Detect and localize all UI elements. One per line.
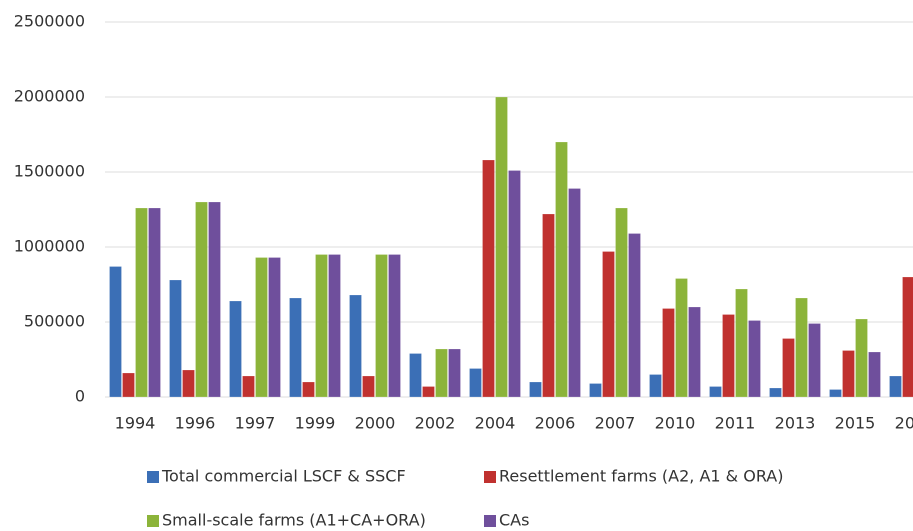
bar — [589, 383, 602, 398]
x-tick-label: 2004 — [475, 414, 516, 433]
bar — [349, 294, 362, 398]
bar — [482, 159, 495, 398]
bar — [135, 207, 148, 398]
x-tick-label: 2002 — [415, 414, 456, 433]
y-tick-label: 1500000 — [14, 162, 85, 181]
legend: Total commercial LSCF & SSCF Resettlement… — [147, 467, 784, 530]
x-tick-label: 1997 — [235, 414, 276, 433]
bar — [148, 207, 161, 398]
legend-swatch — [484, 471, 496, 483]
x-tick-label: 2010 — [655, 414, 696, 433]
bar — [868, 351, 881, 398]
bar — [709, 386, 722, 398]
bar — [169, 279, 182, 398]
legend-label: Total commercial LSCF & SSCF — [161, 467, 406, 486]
bar — [555, 141, 568, 398]
bar — [808, 323, 821, 398]
x-tick-label: 2017 — [895, 414, 913, 433]
bar — [829, 389, 842, 398]
y-tick-label: 2000000 — [14, 87, 85, 106]
bar — [469, 368, 482, 398]
bar — [495, 96, 508, 398]
x-tick-label: 1996 — [175, 414, 216, 433]
bar — [602, 251, 615, 398]
legend-swatch — [147, 515, 159, 527]
x-tick-label: 1994 — [115, 414, 156, 433]
bar — [855, 318, 868, 398]
bar — [748, 320, 761, 398]
bar — [362, 375, 375, 398]
bar — [268, 257, 281, 398]
x-tick-label: 2013 — [775, 414, 816, 433]
x-tick-label: 2000 — [355, 414, 396, 433]
bar — [328, 254, 341, 398]
legend-label: Resettlement farms (A2, A1 & ORA) — [499, 467, 784, 486]
x-tick-label: 2011 — [715, 414, 756, 433]
legend-swatch — [484, 515, 496, 527]
y-tick-label: 500000 — [24, 312, 85, 331]
bar — [662, 308, 675, 398]
bar — [289, 297, 302, 398]
bar — [182, 369, 195, 398]
legend-swatch — [147, 471, 159, 483]
x-tick-label: 2007 — [595, 414, 636, 433]
bar — [568, 188, 581, 398]
bar — [889, 375, 902, 398]
bar — [409, 353, 422, 398]
x-tick-label: 2015 — [835, 414, 876, 433]
bar — [842, 350, 855, 398]
x-tick-label: 1999 — [295, 414, 336, 433]
bar — [722, 314, 735, 398]
bar — [769, 387, 782, 398]
x-tick-label: 2006 — [535, 414, 576, 433]
legend-label: Small-scale farms (A1+CA+ORA) — [162, 511, 426, 530]
bar — [302, 381, 315, 398]
y-tick-label: 1000000 — [14, 237, 85, 256]
bar — [109, 266, 122, 398]
bar — [649, 374, 662, 398]
bar — [529, 381, 542, 398]
legend-label: CAs — [499, 511, 529, 530]
y-tick-label: 0 — [75, 387, 85, 406]
bar — [208, 201, 221, 398]
bar — [675, 278, 688, 398]
bar — [229, 300, 242, 398]
bar — [508, 170, 521, 398]
bar — [388, 254, 401, 398]
bar — [628, 233, 641, 398]
bar — [448, 348, 461, 398]
bar — [782, 338, 795, 398]
bar — [255, 257, 268, 398]
bar — [375, 254, 388, 398]
bar — [195, 201, 208, 398]
bar — [735, 288, 748, 398]
bar — [122, 372, 135, 398]
bar — [422, 386, 435, 398]
bar — [688, 306, 701, 398]
bar — [242, 375, 255, 398]
bar — [795, 297, 808, 398]
bar — [902, 276, 913, 398]
bar — [615, 207, 628, 398]
bar — [315, 254, 328, 398]
bar — [435, 348, 448, 398]
bar — [542, 213, 555, 398]
y-tick-label: 2500000 — [14, 12, 85, 31]
